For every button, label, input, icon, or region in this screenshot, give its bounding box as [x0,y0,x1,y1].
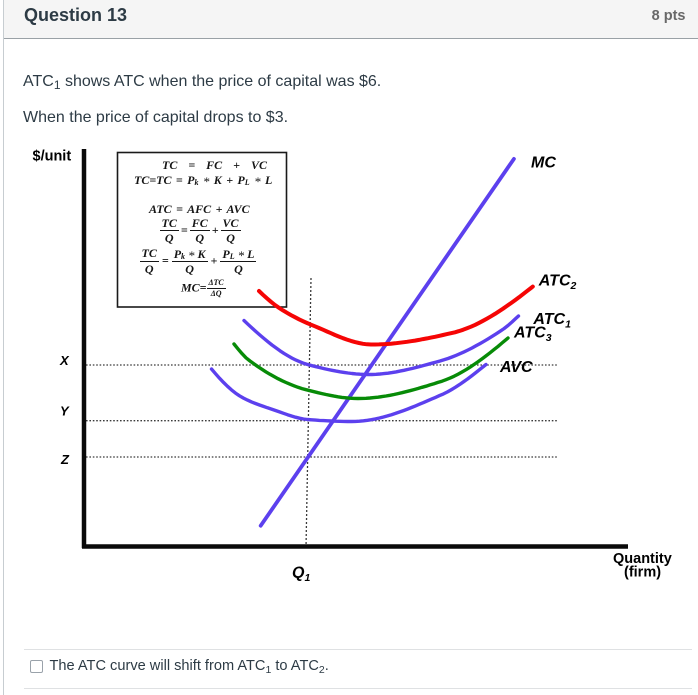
svg-text:ATC2: ATC2 [538,273,577,293]
svg-text:Z: Z [60,452,70,467]
svg-text:X: X [59,353,70,368]
svg-text:AVC: AVC [499,359,533,376]
svg-text:MC: MC [531,154,556,171]
svg-text:ATC1: ATC1 [532,311,571,331]
svg-text:(firm): (firm) [624,565,661,581]
svg-text:ATC3: ATC3 [513,325,552,345]
svg-text:Quantity: Quantity [613,551,672,567]
svg-text:Y: Y [60,404,70,419]
svg-text:$/unit: $/unit [33,149,72,165]
svg-text:Q1: Q1 [292,565,310,585]
